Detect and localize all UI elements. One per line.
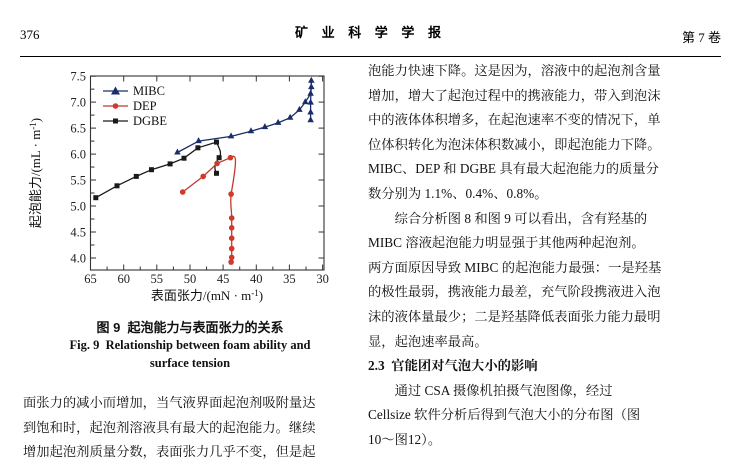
- svg-text:45: 45: [217, 272, 230, 286]
- svg-text:表面张力/(mN · m-1): 表面张力/(mN · m-1): [151, 288, 263, 303]
- svg-text:DGBE: DGBE: [133, 114, 167, 128]
- svg-text:MIBC: MIBC: [133, 84, 165, 98]
- svg-text:DEP: DEP: [133, 99, 157, 113]
- svg-text:6.0: 6.0: [70, 147, 86, 161]
- svg-text:5.0: 5.0: [70, 199, 86, 213]
- svg-text:4.5: 4.5: [70, 225, 86, 239]
- svg-text:7.5: 7.5: [70, 70, 86, 84]
- svg-text:4.0: 4.0: [70, 251, 86, 265]
- svg-text:50: 50: [184, 272, 197, 286]
- svg-text:30: 30: [316, 272, 329, 286]
- svg-text:55: 55: [151, 272, 164, 286]
- svg-text:60: 60: [117, 272, 130, 286]
- svg-text:起泡能力/(mL · m-1): 起泡能力/(mL · m-1): [28, 118, 43, 228]
- svg-text:7.0: 7.0: [70, 95, 86, 109]
- svg-text:65: 65: [84, 272, 97, 286]
- svg-text:5.5: 5.5: [70, 173, 86, 187]
- svg-text:6.5: 6.5: [70, 121, 86, 135]
- svg-text:35: 35: [283, 272, 296, 286]
- svg-text:40: 40: [250, 272, 263, 286]
